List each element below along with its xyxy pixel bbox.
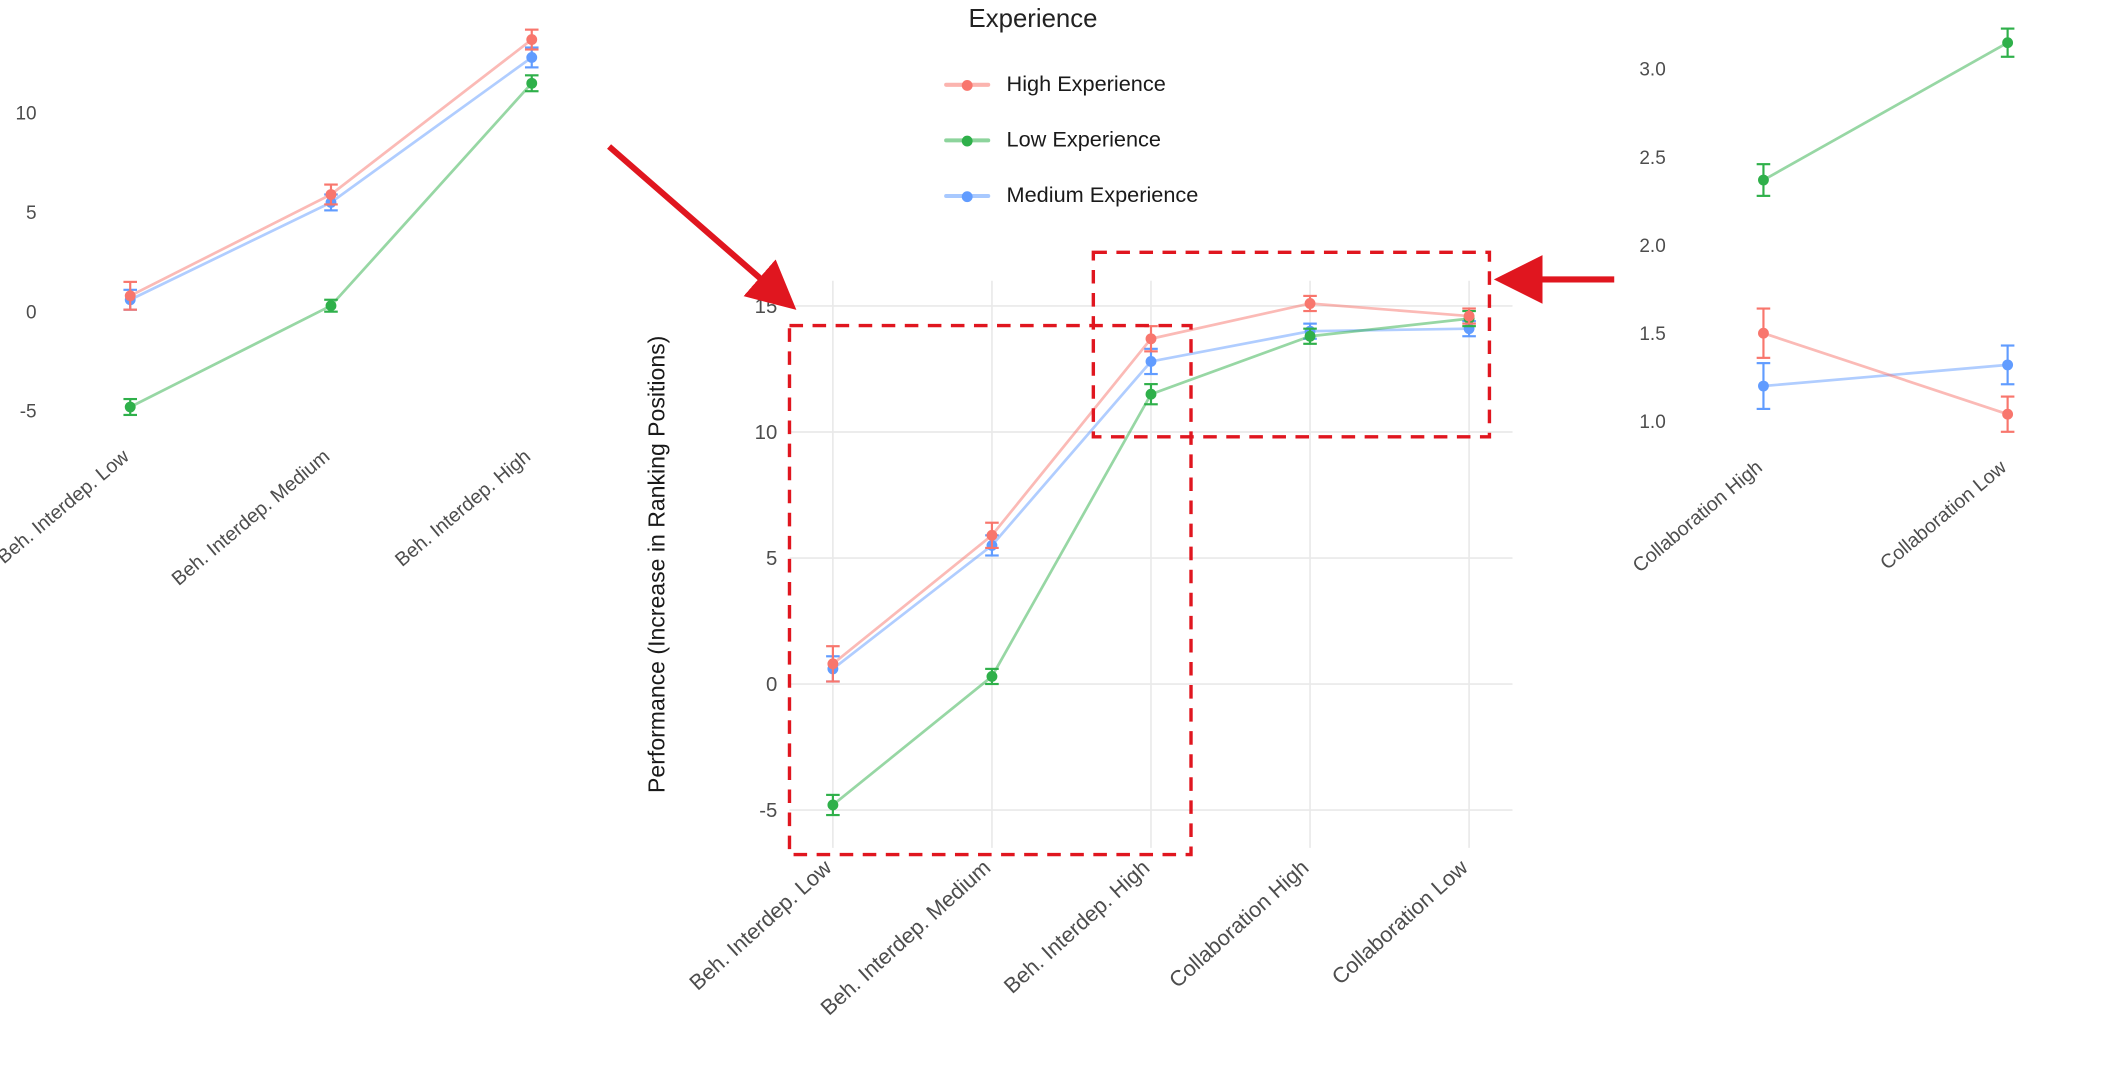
- y-tick-label: 2.5: [1639, 148, 1665, 169]
- legend-title: Experience: [968, 5, 1098, 34]
- x-tick-label: Collaboration High: [1629, 456, 1767, 577]
- legend-item-label: High Experience: [1006, 72, 1166, 96]
- series-high: [1756, 307, 2015, 433]
- series-low: [1756, 27, 2015, 197]
- x-tick-label: Beh. Interdep. Low: [684, 854, 836, 995]
- series-line: [129, 82, 533, 409]
- data-point: [526, 77, 538, 89]
- data-point: [526, 34, 538, 46]
- x-tick-label: Beh. Interdep. Medium: [816, 855, 996, 1020]
- series-high: [123, 28, 539, 311]
- data-point: [986, 671, 998, 682]
- legend-item: Low Experience: [944, 113, 1297, 169]
- y-tick-label: -5: [759, 800, 777, 822]
- series-medium: [123, 46, 539, 311]
- series-line: [1763, 331, 2009, 416]
- data-point: [1145, 333, 1157, 345]
- y-tick-label: 3.0: [1639, 60, 1665, 81]
- series-line: [129, 56, 533, 301]
- x-tick-label: Beh. Interdep. Low: [0, 445, 134, 568]
- data-point: [1758, 327, 1769, 339]
- x-tick-label: Beh. Interdep. High: [999, 855, 1155, 999]
- x-tick-label: Collaboration Low: [1876, 456, 2011, 575]
- legend-item-label: Medium Experience: [1006, 183, 1199, 207]
- data-point: [1758, 174, 1769, 186]
- legend-item: Medium Experience: [944, 168, 1297, 224]
- data-point: [2002, 359, 2014, 371]
- legend-item-label: Low Experience: [1006, 128, 1161, 152]
- legend-items: High Experience Low Experience Medium Expe…: [944, 57, 1297, 224]
- data-point: [124, 290, 136, 302]
- main-chart: 15 10 5 0 -5 Beh. Interdep. Low Beh. Interdep.…: [638, 237, 1574, 1071]
- legend-item: High Experience: [944, 57, 1297, 113]
- left-zoom-svg: 10 5 0 -5 Beh. Interdep. Low Beh. Interdep. M…: [0, 28, 539, 590]
- data-point: [124, 401, 136, 413]
- x-tick-label: Beh. Interdep. Medium: [168, 445, 334, 590]
- y-tick-label: -5: [20, 402, 37, 423]
- y-axis-title: Performance (Increase in Ranking Positio…: [644, 336, 670, 793]
- series-line: [1762, 41, 2009, 182]
- right-zoom-svg: 3.0 2.5 2.0 1.5 1.0 Collaboration High Collabo…: [1629, 27, 2015, 577]
- data-point: [1145, 356, 1157, 367]
- data-point: [827, 799, 839, 811]
- data-point: [1304, 298, 1316, 309]
- y-tick-label: 1.5: [1639, 324, 1665, 345]
- y-tick-label: 15: [755, 296, 778, 318]
- y-tick-label: 5: [26, 203, 37, 224]
- x-tick-label: Beh. Interdep. High: [391, 445, 535, 571]
- y-tick-label: 10: [755, 422, 778, 444]
- series-medium: [1756, 344, 2015, 410]
- y-tick-label: 2.0: [1639, 236, 1665, 257]
- x-tick-label: Collaboration Low: [1327, 854, 1473, 989]
- series-low: [123, 74, 539, 417]
- data-point: [2002, 37, 2014, 49]
- series-line: [1763, 363, 2008, 388]
- data-point: [986, 529, 998, 541]
- y-tick-label: 0: [766, 674, 777, 696]
- data-point: [2002, 408, 2014, 420]
- data-point: [325, 300, 337, 312]
- series-line: [129, 38, 533, 297]
- legend-marker-medium-icon: [944, 189, 991, 203]
- left-zoom-chart: 10 5 0 -5 Beh. Interdep. Low Beh. Interdep. M…: [0, 0, 627, 651]
- y-tick-label: 0: [26, 302, 37, 323]
- y-tick-label: 1.0: [1639, 412, 1665, 433]
- legend-marker-high-icon: [944, 78, 991, 92]
- right-zoom-chart: 3.0 2.5 2.0 1.5 1.0 Collaboration High Collabo…: [1607, 0, 2108, 651]
- y-tick-label: 10: [16, 104, 37, 125]
- data-point: [1758, 380, 1769, 392]
- data-point: [827, 658, 839, 670]
- x-tick-label: Collaboration High: [1164, 855, 1313, 993]
- data-point: [526, 52, 538, 63]
- legend: Experience High Experience Low Experience…: [944, 5, 1297, 223]
- y-tick-label: 5: [766, 548, 777, 570]
- data-point: [1304, 330, 1316, 342]
- data-point: [1145, 388, 1157, 400]
- legend-marker-low-icon: [944, 134, 991, 148]
- data-point: [1463, 310, 1475, 322]
- data-point: [325, 189, 337, 200]
